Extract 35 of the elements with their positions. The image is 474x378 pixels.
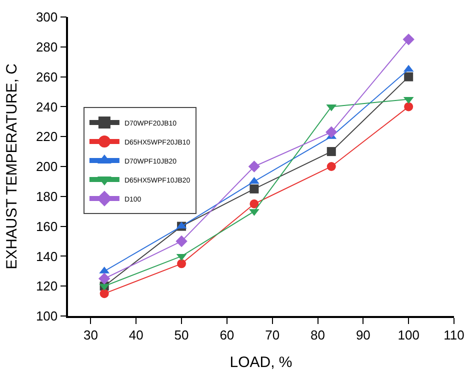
y-tick-label: 120 (36, 278, 58, 294)
x-tick-label: 90 (356, 327, 370, 342)
point (177, 259, 186, 268)
point (326, 147, 336, 156)
point (326, 162, 336, 171)
point (402, 34, 414, 46)
point (100, 289, 109, 298)
y-tick-label: 200 (36, 159, 58, 174)
point (404, 72, 414, 82)
y-tick-label: 240 (36, 99, 58, 114)
point (176, 235, 188, 248)
x-tick-label: 80 (310, 327, 325, 342)
x-tick-label: 70 (265, 327, 280, 342)
y-axis-title: EXHAUST TEMPERATURE, C (4, 63, 21, 270)
point (404, 102, 414, 112)
point (250, 199, 259, 208)
x-tick-label: 100 (398, 327, 420, 342)
y-tick-label: 280 (36, 39, 58, 54)
x-tick-label: 40 (128, 327, 144, 342)
point (98, 272, 110, 284)
x-axis-title: LOAD, % (230, 354, 292, 371)
x-tick-label: 110 (444, 327, 464, 342)
x-tick-label: 50 (174, 327, 189, 342)
point (248, 160, 260, 172)
x-tick-label: 30 (83, 327, 98, 342)
point (326, 126, 338, 138)
y-tick-label: 300 (36, 10, 58, 25)
y-tick-label: 260 (36, 69, 58, 84)
y-tick-label: 160 (36, 218, 58, 234)
x-tick-label: 60 (220, 327, 234, 342)
y-tick-label: 140 (36, 248, 58, 264)
y-tick-label: 100 (36, 308, 58, 324)
point (250, 184, 259, 194)
y-tick-label: 220 (36, 129, 58, 144)
y-tick-label: 180 (36, 188, 58, 204)
